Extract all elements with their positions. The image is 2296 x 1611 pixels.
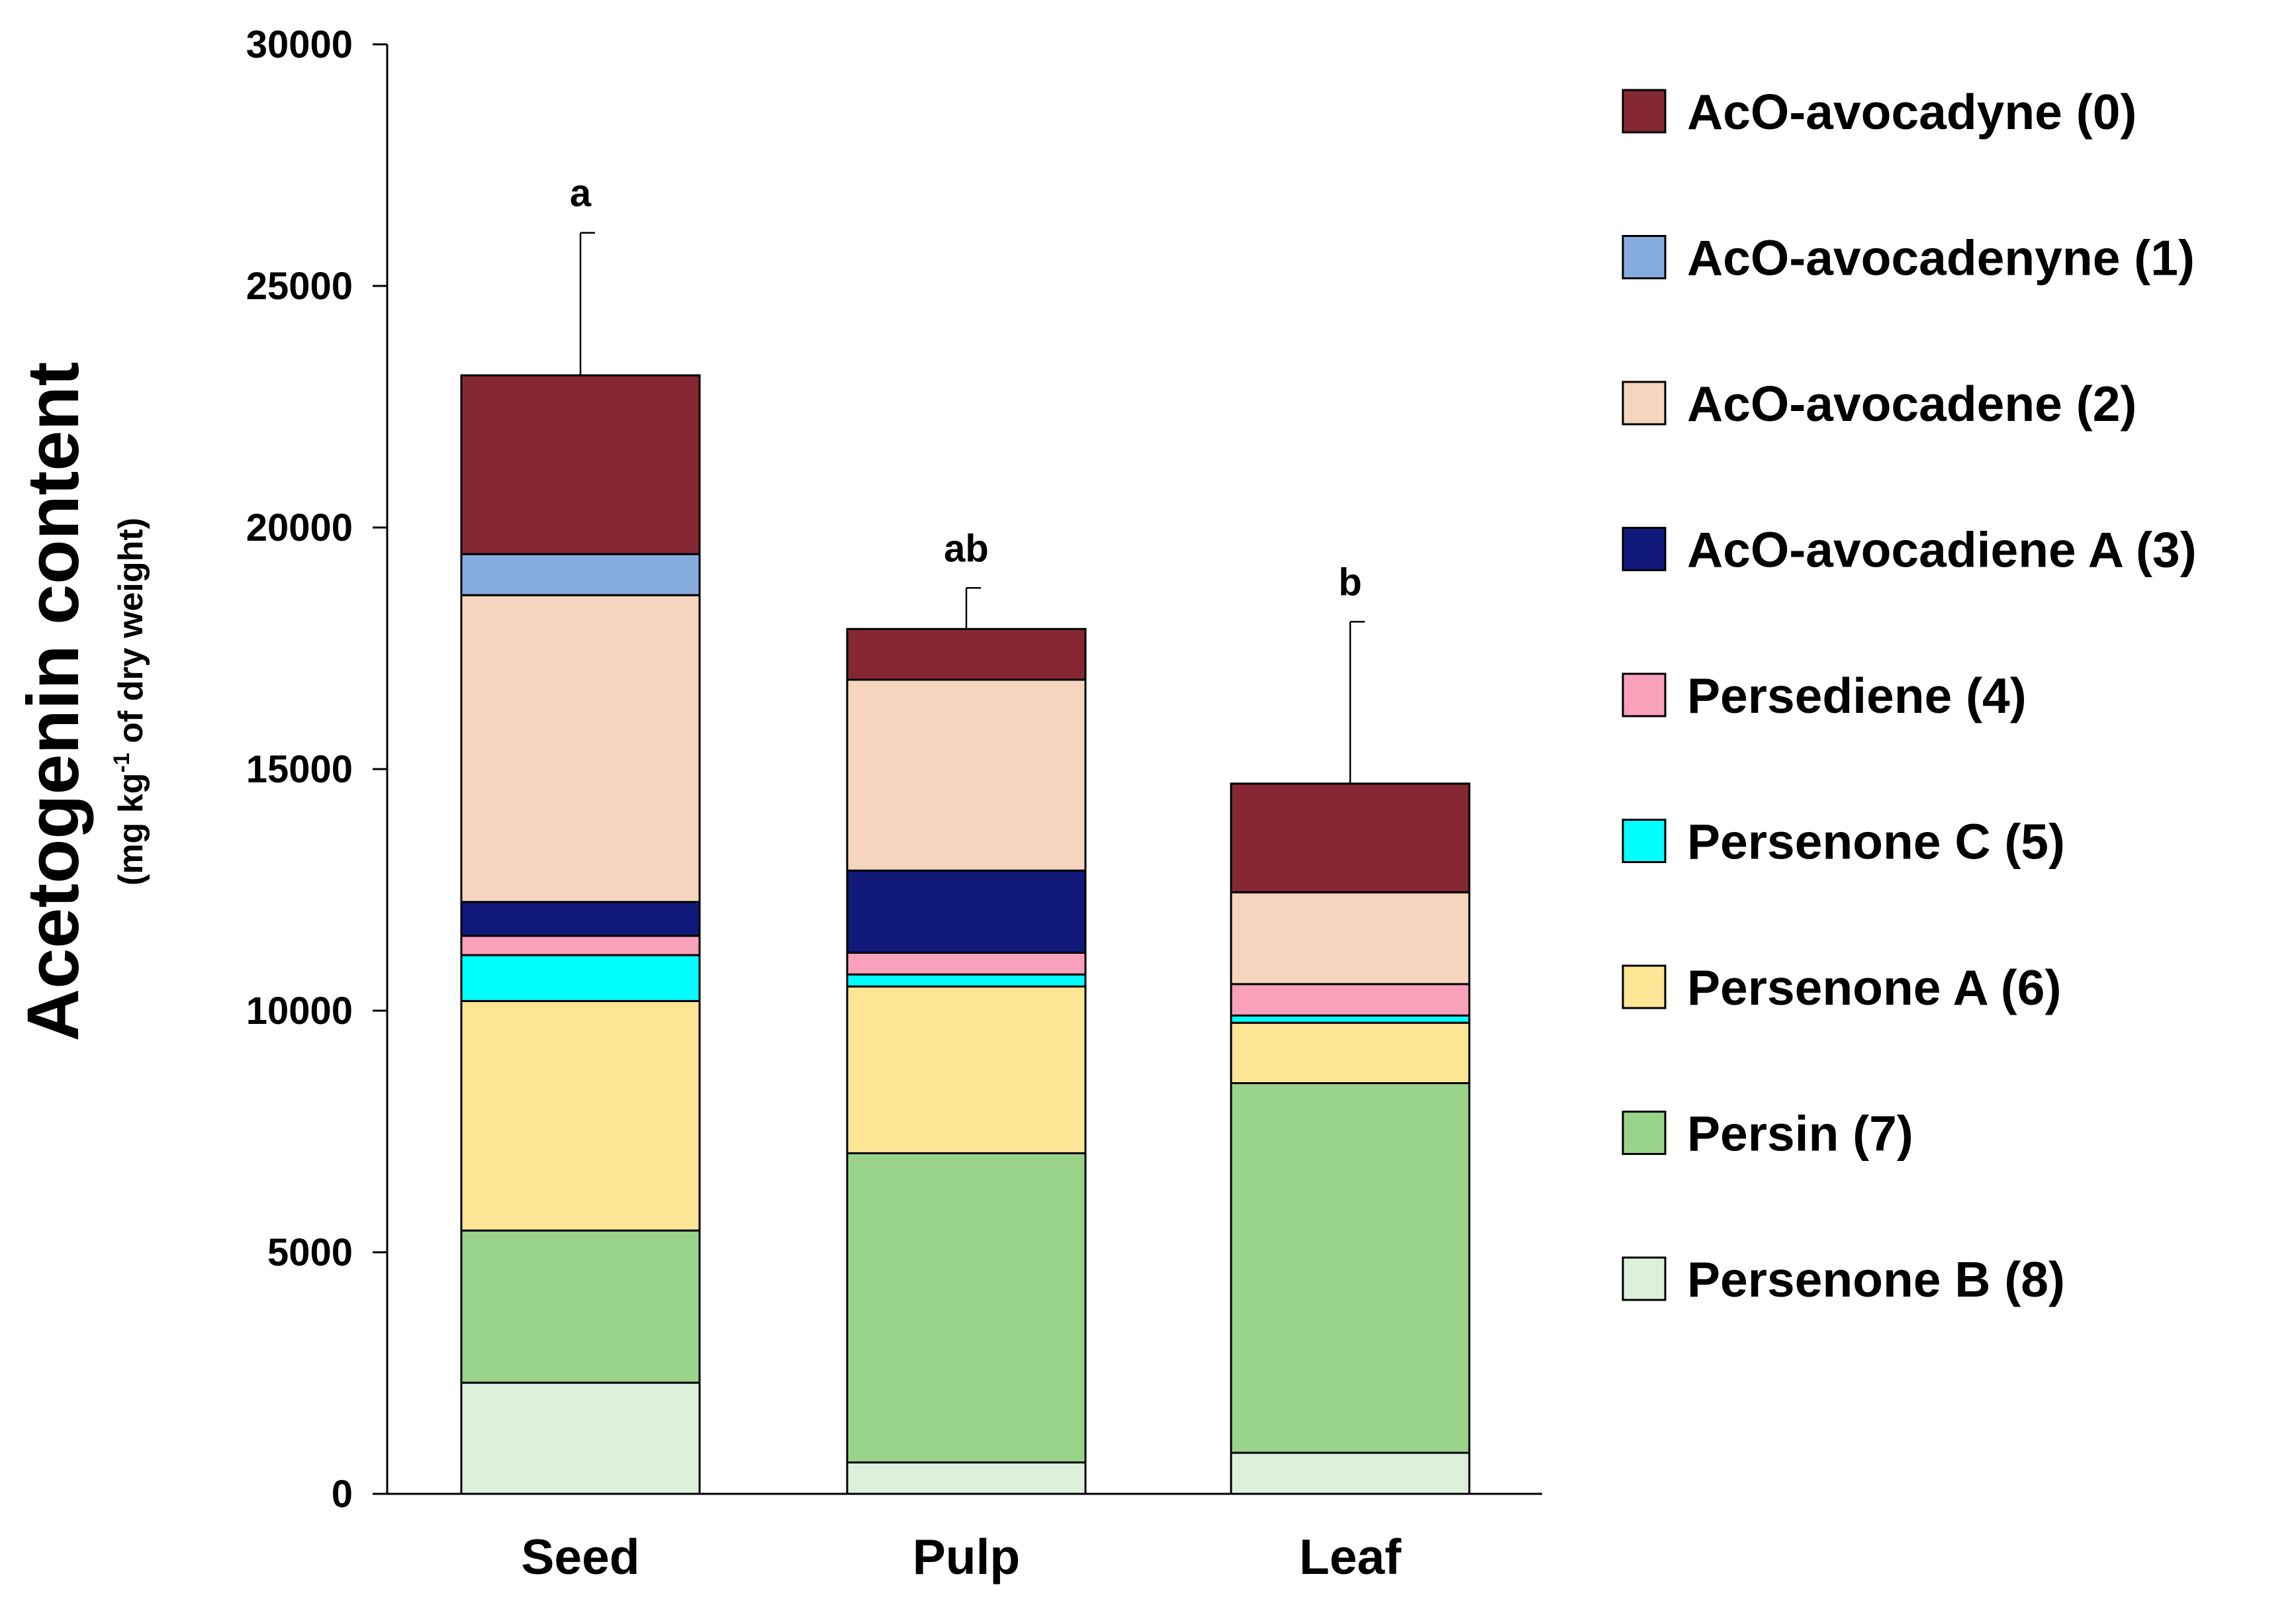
- legend-label: AcO-avocadiene A (3): [1687, 522, 2197, 578]
- bar-segment: [1230, 782, 1471, 894]
- x-category-label: Leaf: [1299, 1529, 1402, 1585]
- significance-label: ab: [944, 527, 989, 570]
- legend-swatch: [1622, 89, 1667, 134]
- x-axis: Seed Pulp Leaf: [387, 1493, 1542, 1585]
- bar-segment: [846, 1461, 1087, 1495]
- bar-stack-group: [460, 374, 1471, 1495]
- y-tick-label: 20000: [246, 506, 353, 549]
- y-tick-label: 15000: [246, 748, 353, 791]
- significance-label: a: [570, 172, 592, 215]
- legend-swatch: [1622, 964, 1667, 1009]
- legend-label: Persediene (4): [1687, 668, 2027, 723]
- bar-segment: [1230, 1082, 1471, 1454]
- bar-segment: [460, 954, 701, 1002]
- bar-segment: [1230, 1014, 1471, 1024]
- y-axis-title: Acetogenin content (mg kg-1 of dry weigh…: [13, 362, 150, 1042]
- legend-label: AcO-avocadenyne (1): [1687, 230, 2195, 286]
- bar-segment: [1230, 891, 1471, 986]
- bar-segment: [460, 553, 701, 596]
- bar-segment: [460, 594, 701, 903]
- y-axis-unit-label: (mg kg-1 of dry weight): [109, 518, 150, 886]
- legend-label: Persenone A (6): [1687, 960, 2061, 1015]
- legend-label: Persin (7): [1687, 1106, 1913, 1162]
- y-tick-label: 5000: [267, 1231, 353, 1274]
- bar-segment: [846, 951, 1087, 976]
- x-category-label: Pulp: [913, 1529, 1021, 1585]
- legend-label: AcO-avocadene (2): [1687, 376, 2136, 432]
- legend: AcO-avocadyne (0) AcO-avocadenyne (1) AcO-…: [1622, 84, 2197, 1307]
- legend-swatch: [1622, 527, 1667, 571]
- y-tick-label: 0: [332, 1473, 353, 1516]
- bar-segment: [460, 901, 701, 937]
- bar-segment: [460, 1381, 701, 1495]
- bar-segment: [460, 999, 701, 1232]
- legend-swatch: [1622, 1256, 1667, 1301]
- bar-segment: [846, 986, 1087, 1154]
- significance-label: b: [1338, 561, 1361, 604]
- y-tick-label: 10000: [246, 990, 353, 1033]
- legend-swatch: [1622, 819, 1667, 863]
- bar-segment: [846, 869, 1087, 954]
- legend-swatch: [1622, 235, 1667, 279]
- y-axis: 0 5000 10000 15000 20000 25000 30000: [246, 23, 389, 1516]
- bar-segment: [846, 678, 1087, 872]
- bar-segment: [1230, 983, 1471, 1017]
- legend-swatch: [1622, 381, 1667, 426]
- bar-segment: [460, 935, 701, 956]
- legend-label: Persenone B (8): [1687, 1252, 2065, 1307]
- bar-segment: [1230, 1021, 1471, 1084]
- bar-segment: [846, 1152, 1087, 1464]
- y-tick-label: 25000: [246, 265, 353, 308]
- legend-swatch: [1622, 672, 1667, 717]
- legend-label: Persenone C (5): [1687, 814, 2065, 870]
- bar-segment: [846, 973, 1087, 988]
- x-category-label: Seed: [521, 1529, 639, 1585]
- error-bar-group: a ab b: [570, 172, 1365, 784]
- bar-segment: [460, 374, 701, 555]
- bar-segment: [846, 627, 1087, 681]
- y-tick-label: 30000: [246, 23, 353, 66]
- bar-segment: [1230, 1451, 1471, 1495]
- legend-swatch: [1622, 1111, 1667, 1155]
- bar-segment: [460, 1229, 701, 1384]
- y-axis-label: Acetogenin content: [13, 362, 94, 1042]
- legend-label: AcO-avocadyne (0): [1687, 84, 2136, 140]
